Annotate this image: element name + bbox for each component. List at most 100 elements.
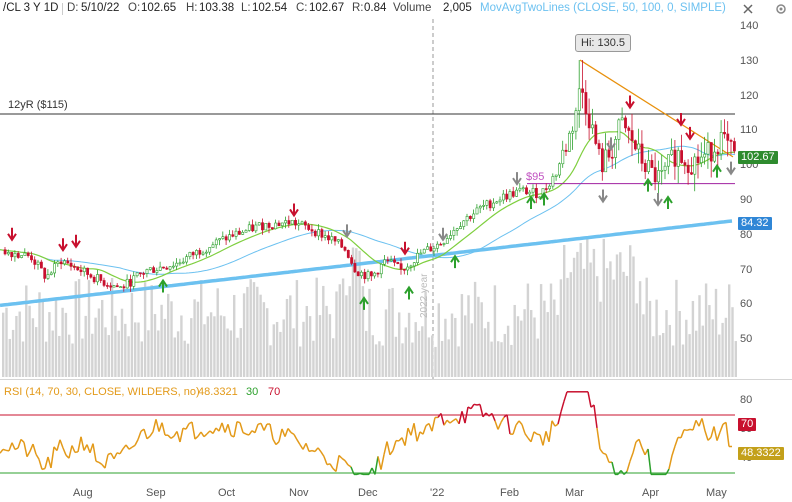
candle-down <box>261 222 264 231</box>
volume-bar <box>328 314 332 377</box>
volume-bar <box>675 279 678 377</box>
volume-bar <box>355 248 358 377</box>
rsi-line-segment <box>149 431 154 437</box>
candle-up <box>36 261 40 265</box>
ma-value-badge: 84.32 <box>738 217 772 230</box>
rsi-value-badge: 48.3322 <box>738 447 784 460</box>
candle-down <box>30 255 33 261</box>
volume-bar <box>632 256 635 377</box>
volume-bar <box>503 333 506 377</box>
rsi-line-segment <box>212 427 217 434</box>
candle-up <box>647 160 651 172</box>
buy-arrow <box>712 163 722 178</box>
rsi-line-segment <box>602 452 607 456</box>
rsi-line-segment <box>20 438 25 443</box>
rsi-line-segment <box>308 449 313 453</box>
rsi-line-segment <box>290 431 295 436</box>
volume-bar <box>460 294 464 377</box>
rsi-chart[interactable] <box>0 380 792 482</box>
settings-icon[interactable] <box>774 2 788 16</box>
rsi-line-segment <box>668 455 673 470</box>
volume-bar <box>645 277 648 377</box>
volume-bar <box>566 277 569 377</box>
candle-down <box>277 222 281 226</box>
volume-bar <box>315 277 318 377</box>
volume-bar <box>388 288 391 377</box>
candle-up <box>23 252 27 256</box>
candle-up <box>416 252 420 263</box>
rsi-title[interactable]: RSI (14, 70, 30, CLOSE, WILDERS, no) <box>4 386 200 398</box>
price-panel[interactable] <box>0 19 792 379</box>
candle-up <box>168 266 172 270</box>
candle-down <box>39 261 43 269</box>
rsi-line-segment <box>92 443 97 462</box>
volume-bar <box>8 338 11 377</box>
rsi-line-segment <box>35 453 40 460</box>
price-axis-tick: 90 <box>740 194 753 206</box>
volume-bar <box>407 312 411 377</box>
rsi-line-segment <box>440 413 445 426</box>
volume-bar <box>599 301 602 377</box>
rsi-line-segment <box>242 431 247 435</box>
candle-down <box>402 268 406 271</box>
rsi-line-segment <box>443 419 448 426</box>
volume-bar <box>602 238 605 377</box>
rsi-line-segment <box>89 443 94 454</box>
volume-bar <box>94 317 97 377</box>
volume-bar <box>249 279 252 377</box>
candle-up <box>637 143 641 150</box>
volume-bar <box>526 283 530 377</box>
rsi-line-segment <box>410 423 415 436</box>
buy-arrow <box>539 191 549 206</box>
rsi-line-segment <box>620 470 625 475</box>
candle-down <box>350 257 354 264</box>
volume-bar <box>190 318 193 377</box>
price-chart[interactable] <box>0 19 792 379</box>
rsi-line-segment <box>155 419 160 432</box>
candle-down <box>162 266 165 269</box>
volume-bar <box>553 299 556 377</box>
volume-bar <box>688 334 691 377</box>
rsi-line-segment <box>704 430 709 441</box>
candle-down <box>396 262 400 264</box>
sell-arrow <box>606 137 616 152</box>
volume-bar <box>358 250 361 377</box>
volume-bar <box>48 312 51 377</box>
rsi-line-segment <box>185 423 190 430</box>
volume-bar <box>596 276 599 377</box>
candle-up <box>290 219 294 225</box>
rsi-line-segment <box>113 452 118 460</box>
candle-up <box>422 249 426 254</box>
range-label: R: <box>352 2 364 14</box>
symbol-label[interactable]: /CL 3 Y 1D <box>3 2 59 14</box>
candle-down <box>640 143 644 164</box>
panel-divider[interactable] <box>0 379 792 380</box>
rsi-line-segment <box>104 454 109 469</box>
rsi-panel[interactable] <box>0 380 792 482</box>
candle-up <box>551 176 555 187</box>
volume-bar <box>167 293 170 377</box>
rsi-line-segment <box>494 420 499 430</box>
rsi-line-segment <box>446 419 451 424</box>
rsi-line-segment <box>224 424 229 433</box>
candle-up <box>432 247 436 252</box>
rsi-line-segment <box>299 444 304 450</box>
time-axis-tick: Apr <box>642 487 660 499</box>
candle-up <box>211 244 215 248</box>
candle-up <box>498 199 502 203</box>
candle-up <box>455 228 459 231</box>
volume-bar <box>81 338 84 377</box>
rsi-line-segment <box>482 412 487 418</box>
rsi-line-segment <box>293 434 298 441</box>
close-icon[interactable] <box>741 2 755 16</box>
time-axis-tick: Aug <box>73 487 93 499</box>
rsi-line-segment <box>203 433 208 438</box>
volume-bar <box>285 298 289 377</box>
candle-up <box>300 221 304 225</box>
volume-bar <box>655 299 658 377</box>
support-label: $95 <box>526 171 545 183</box>
rsi-line-segment <box>587 391 592 408</box>
study-label[interactable]: MovAvgTwoLines (CLOSE, 50, 100, 0, SIMPL… <box>480 2 726 14</box>
rsi-line-segment <box>356 472 361 476</box>
price-axis-tick: 60 <box>740 298 753 311</box>
